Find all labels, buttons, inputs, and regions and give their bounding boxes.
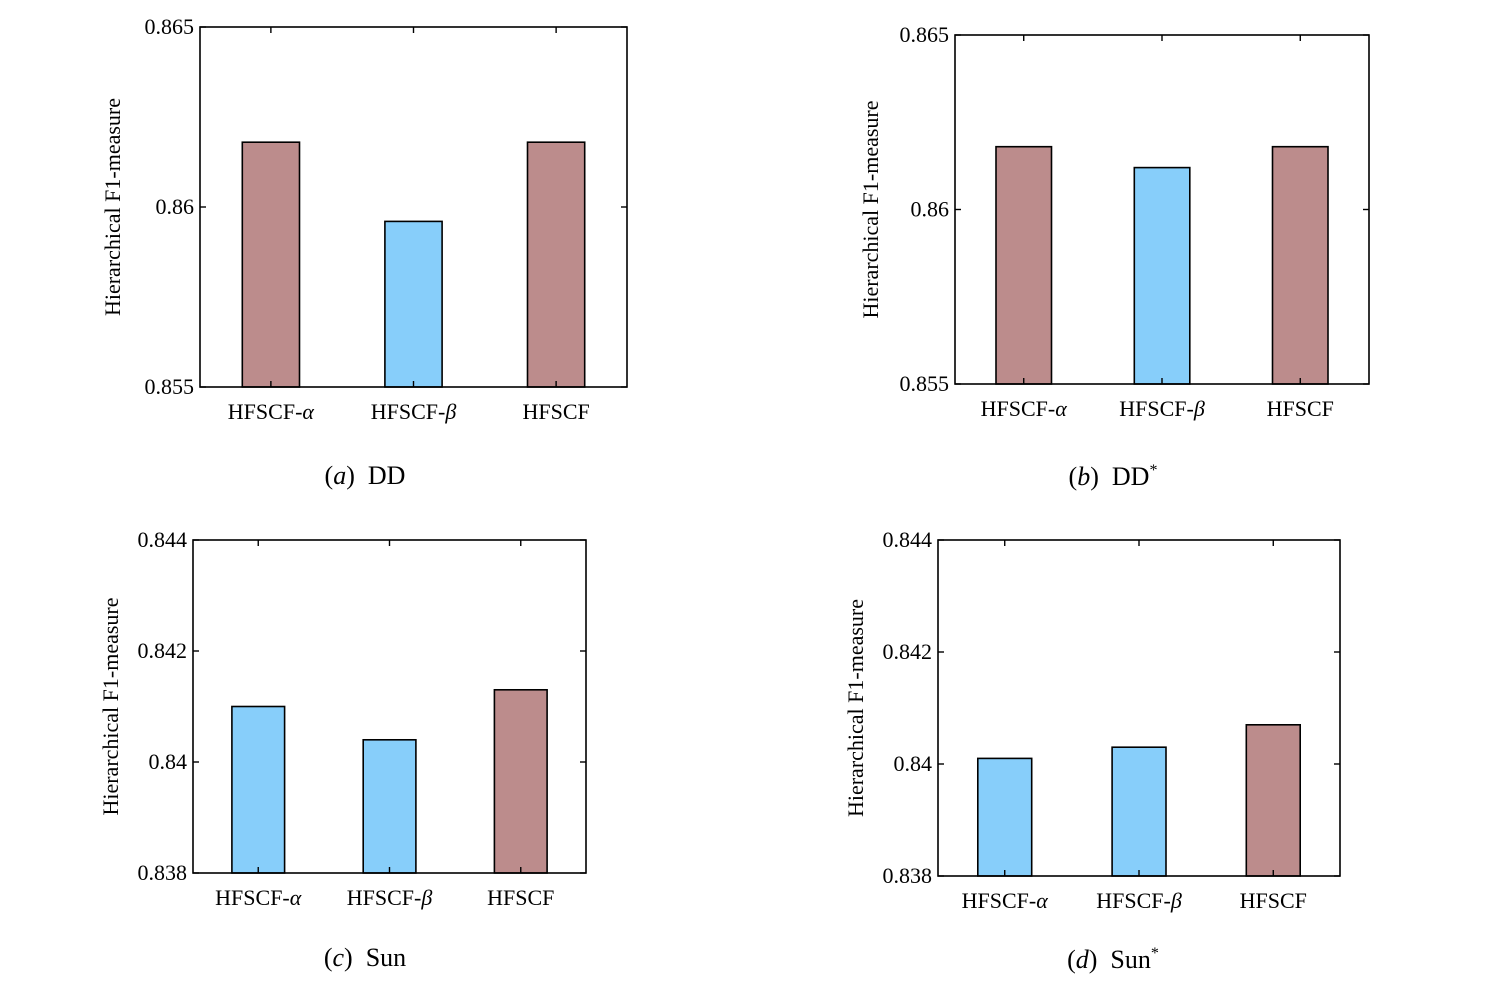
panel-caption: (a) DD xyxy=(325,461,406,490)
chart-panel-d: 0.838 0.84 0.842 0.844 HFSCF-α HFSCF-β HFSCF Hi… xyxy=(843,527,1341,974)
chart-panel-b: 0.855 0.86 0.865 HFSCF-α HFSCF-β HFSCF Hierarc… xyxy=(858,22,1370,491)
chart-panel-c: 0.838 0.84 0.842 0.844 HFSCF-α HFSCF-β HFSCF Hi… xyxy=(98,527,587,972)
bar-a-1 xyxy=(241,141,301,388)
y-axis-label: Hierarchical F1-measure xyxy=(100,98,125,316)
bar-d-3 xyxy=(1245,723,1302,877)
y-tick-label: 0.842 xyxy=(883,639,933,664)
panel-caption: (c) Sun xyxy=(324,943,406,972)
bar-d-2 xyxy=(1111,746,1167,877)
category-label: HFSCF xyxy=(487,885,554,910)
panel-caption: (d) Sun* xyxy=(1067,945,1159,974)
category-label: HFSCF-β xyxy=(1096,888,1182,913)
y-tick-label: 0.838 xyxy=(883,863,933,888)
y-axis-label: Hierarchical F1-measure xyxy=(843,599,868,817)
y-tick-label: 0.865 xyxy=(900,22,950,47)
y-tick-label: 0.84 xyxy=(894,751,933,776)
bar-a-2 xyxy=(384,220,443,388)
y-axis-label: Hierarchical F1-measure xyxy=(858,100,883,318)
bar-c-1 xyxy=(231,705,286,874)
category-label: HFSCF xyxy=(1240,888,1307,913)
category-label: HFSCF xyxy=(1267,396,1334,421)
category-label: HFSCF xyxy=(522,399,589,424)
y-tick-label: 0.855 xyxy=(145,374,195,399)
y-tick-label: 0.842 xyxy=(138,638,188,663)
bar-d-1 xyxy=(976,757,1033,877)
y-tick-label: 0.865 xyxy=(145,14,195,39)
y-axis-label: Hierarchical F1-measure xyxy=(98,597,123,815)
bar-b-3 xyxy=(1271,145,1329,385)
category-label: HFSCF-α xyxy=(962,888,1049,913)
bar-b-2 xyxy=(1133,166,1191,385)
bar-c-3 xyxy=(493,688,548,874)
category-label: HFSCF-β xyxy=(347,885,433,910)
category-label: HFSCF-α xyxy=(228,399,315,424)
y-tick-label: 0.838 xyxy=(138,860,188,885)
y-tick-label: 0.86 xyxy=(156,194,195,219)
category-label: HFSCF-β xyxy=(1119,396,1205,421)
bar-a-3 xyxy=(526,141,586,388)
y-tick-label: 0.844 xyxy=(883,527,933,552)
category-label: HFSCF-α xyxy=(981,396,1068,421)
y-tick-label: 0.86 xyxy=(911,197,950,222)
y-tick-label: 0.84 xyxy=(149,749,188,774)
category-label: HFSCF-β xyxy=(371,399,457,424)
panel-caption: (b) DD* xyxy=(1069,462,1158,491)
y-tick-label: 0.844 xyxy=(138,527,188,552)
chart-panel-a: 0.855 0.86 0.865 HFSCF-α HFSCF-β HFSCF Hierarc… xyxy=(100,14,628,490)
bar-c-2 xyxy=(362,738,417,874)
bar-b-1 xyxy=(995,145,1053,385)
y-tick-label: 0.855 xyxy=(900,371,950,396)
category-label: HFSCF-α xyxy=(215,885,302,910)
